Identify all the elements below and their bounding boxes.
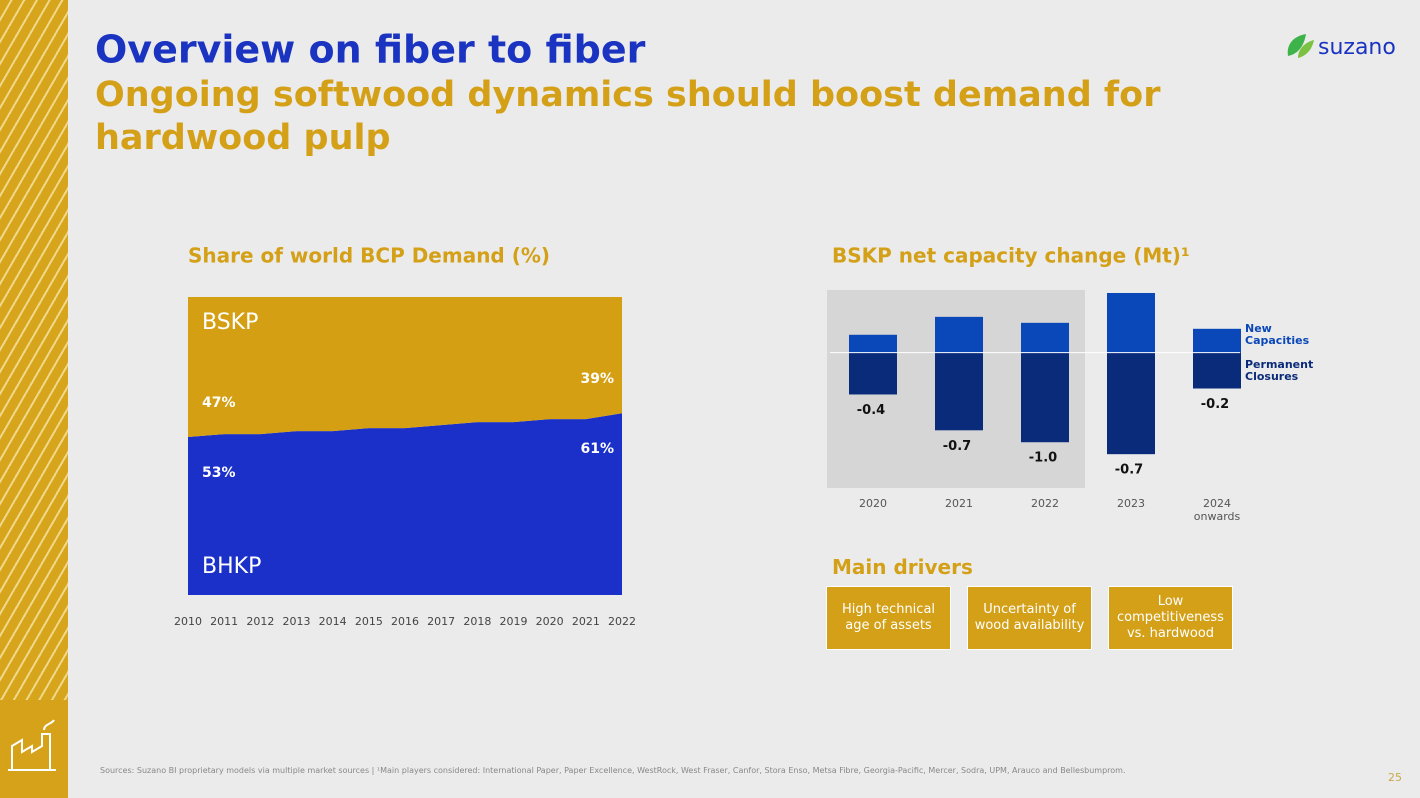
decor-strip [0,0,68,798]
bar [935,316,983,353]
series-label: BSKP [202,310,258,335]
net-label: -1.0 [1029,451,1057,466]
logo-leaf [1298,40,1314,58]
x-tick-label: 2016 [391,615,419,628]
subtitle: Ongoing softwood dynamics should boost d… [95,75,1161,158]
footnote: Sources: Suzano BI proprietary models vi… [100,766,1126,775]
x-tick-label: 2022 [608,615,636,628]
x-tick-label: 2020 [859,497,887,510]
x-tick-label: 2020 [536,615,564,628]
area [188,297,622,438]
x-tick-label: 2021 [945,497,973,510]
x-tick-label: 2023 [1117,497,1145,510]
legend-entry: Permanent Closures [1245,358,1314,383]
x-tick-label: 2015 [355,615,383,628]
bar [1107,292,1155,353]
x-tick-label: 2014 [319,615,347,628]
bar [1021,352,1069,443]
driver-box: Low competitiveness vs. hardwood [1108,586,1233,650]
bar [849,352,897,395]
net-label: -0.7 [943,439,971,454]
x-tick-label: 2010 [174,615,202,628]
bar [1021,322,1069,353]
bar [1193,328,1241,353]
area [188,413,622,595]
chart-title: Share of world BCP Demand (%) [188,244,550,268]
driver-box: High technical age of assets [826,586,951,650]
bar [1193,352,1241,389]
bar [849,334,897,353]
net-label: -0.4 [857,403,885,418]
data-label: 47% [202,395,236,411]
factory-icon [8,719,56,771]
net-label: -0.2 [1201,397,1229,412]
x-tick-label: 2017 [427,615,455,628]
page-number: 25 [1388,771,1402,784]
logo-leaf [1287,34,1306,56]
data-label: 53% [202,465,236,481]
x-tick-label: 2024 onwards [1193,497,1241,523]
data-label: 39% [580,371,614,387]
series-label: BHKP [202,554,261,579]
driver-box: Uncertainty of wood availability [967,586,1092,650]
x-tick-label: 2019 [500,615,528,628]
chart-title: BSKP net capacity change (Mt)¹ [832,244,1190,268]
x-tick-label: 2011 [210,615,238,628]
x-tick-label: 2012 [246,615,274,628]
logo-text: suzano [1318,35,1396,60]
x-tick-label: 2021 [572,615,600,628]
legend-entry: New Capacities [1245,322,1310,347]
bar [935,352,983,431]
bar [1107,352,1155,455]
x-tick-label: 2018 [463,615,491,628]
title: Overview on fiber to fiber [95,28,646,72]
logo: suzano [1287,34,1396,60]
net-label: -0.7 [1115,463,1143,478]
data-label: 61% [580,441,614,457]
x-tick-label: 2013 [283,615,311,628]
drivers-title: Main drivers [832,555,973,579]
x-tick-label: 2022 [1031,497,1059,510]
